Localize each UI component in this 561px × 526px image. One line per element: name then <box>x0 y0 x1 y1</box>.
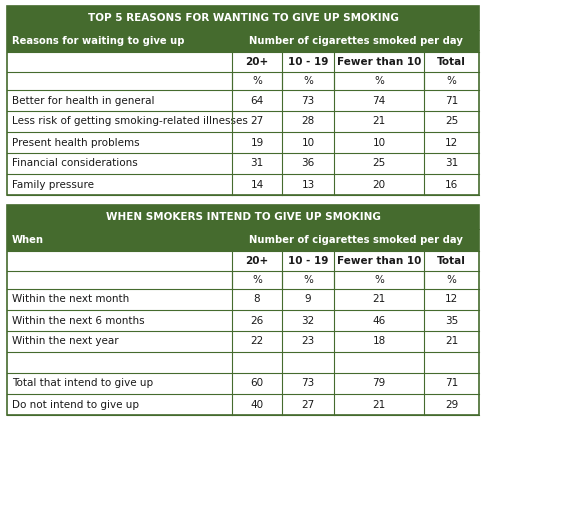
Text: 73: 73 <box>301 379 315 389</box>
Text: 35: 35 <box>445 316 458 326</box>
Text: 36: 36 <box>301 158 315 168</box>
Text: 12: 12 <box>445 295 458 305</box>
Text: 71: 71 <box>445 379 458 389</box>
Text: Number of cigarettes smoked per day: Number of cigarettes smoked per day <box>249 36 462 46</box>
Text: 23: 23 <box>301 337 315 347</box>
Text: 26: 26 <box>250 316 264 326</box>
Text: 21: 21 <box>445 337 458 347</box>
Text: 18: 18 <box>373 337 385 347</box>
Text: TOP 5 REASONS FOR WANTING TO GIVE UP SMOKING: TOP 5 REASONS FOR WANTING TO GIVE UP SMO… <box>88 13 398 23</box>
Text: 74: 74 <box>373 96 385 106</box>
Text: Less risk of getting smoking-related illnesses: Less risk of getting smoking-related ill… <box>12 116 248 126</box>
Text: %: % <box>303 275 313 285</box>
Text: 10 - 19: 10 - 19 <box>288 256 328 266</box>
Bar <box>7 229 479 251</box>
Text: Financial considerations: Financial considerations <box>12 158 138 168</box>
Text: 21: 21 <box>373 116 385 126</box>
Text: 64: 64 <box>250 96 264 106</box>
Text: Number of cigarettes smoked per day: Number of cigarettes smoked per day <box>249 235 462 245</box>
Text: 12: 12 <box>445 137 458 147</box>
Text: 31: 31 <box>445 158 458 168</box>
Bar <box>7 6 479 30</box>
Text: 25: 25 <box>373 158 385 168</box>
Text: 14: 14 <box>250 179 264 189</box>
Text: 21: 21 <box>373 295 385 305</box>
Text: 8: 8 <box>254 295 260 305</box>
Text: Fewer than 10: Fewer than 10 <box>337 57 421 67</box>
Text: Present health problems: Present health problems <box>12 137 140 147</box>
Text: 27: 27 <box>250 116 264 126</box>
Text: 32: 32 <box>301 316 315 326</box>
Text: Total: Total <box>437 57 466 67</box>
Text: Total that intend to give up: Total that intend to give up <box>12 379 153 389</box>
Text: 20+: 20+ <box>245 57 269 67</box>
Text: %: % <box>374 76 384 86</box>
Text: 46: 46 <box>373 316 385 326</box>
Text: %: % <box>374 275 384 285</box>
Bar <box>7 30 479 52</box>
Text: 40: 40 <box>250 400 264 410</box>
Text: 79: 79 <box>373 379 385 389</box>
Text: %: % <box>447 275 457 285</box>
Text: Fewer than 10: Fewer than 10 <box>337 256 421 266</box>
Text: 10 - 19: 10 - 19 <box>288 57 328 67</box>
Text: 71: 71 <box>445 96 458 106</box>
Text: When: When <box>12 235 44 245</box>
Text: Within the next month: Within the next month <box>12 295 129 305</box>
Text: 19: 19 <box>250 137 264 147</box>
Text: 73: 73 <box>301 96 315 106</box>
Text: Total: Total <box>437 256 466 266</box>
Bar <box>7 205 479 415</box>
Text: 28: 28 <box>301 116 315 126</box>
Text: 27: 27 <box>301 400 315 410</box>
Text: WHEN SMOKERS INTEND TO GIVE UP SMOKING: WHEN SMOKERS INTEND TO GIVE UP SMOKING <box>105 212 380 222</box>
Text: 31: 31 <box>250 158 264 168</box>
Text: Family pressure: Family pressure <box>12 179 94 189</box>
Text: 25: 25 <box>445 116 458 126</box>
Text: 29: 29 <box>445 400 458 410</box>
Text: Within the next year: Within the next year <box>12 337 118 347</box>
Text: Reasons for waiting to give up: Reasons for waiting to give up <box>12 36 185 46</box>
Text: 13: 13 <box>301 179 315 189</box>
Text: Within the next 6 months: Within the next 6 months <box>12 316 145 326</box>
Text: %: % <box>252 275 262 285</box>
Bar <box>7 205 479 229</box>
Text: 22: 22 <box>250 337 264 347</box>
Bar <box>7 6 479 195</box>
Text: Better for health in general: Better for health in general <box>12 96 154 106</box>
Text: %: % <box>447 76 457 86</box>
Text: 20: 20 <box>373 179 385 189</box>
Text: 10: 10 <box>373 137 385 147</box>
Text: 9: 9 <box>305 295 311 305</box>
Text: 16: 16 <box>445 179 458 189</box>
Text: 21: 21 <box>373 400 385 410</box>
Text: 10: 10 <box>301 137 315 147</box>
Text: 60: 60 <box>250 379 264 389</box>
Text: %: % <box>252 76 262 86</box>
Text: %: % <box>303 76 313 86</box>
Text: 20+: 20+ <box>245 256 269 266</box>
Text: Do not intend to give up: Do not intend to give up <box>12 400 139 410</box>
